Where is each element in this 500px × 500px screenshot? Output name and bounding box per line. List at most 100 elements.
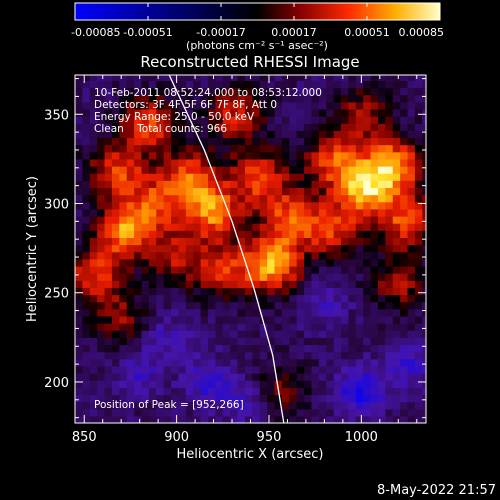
heatmap-cell — [304, 94, 313, 103]
heatmap-cell — [400, 75, 409, 81]
heatmap-cell — [363, 237, 372, 246]
heatmap-cell — [267, 408, 276, 417]
heatmap-cell — [89, 230, 98, 238]
heatmap-cell — [377, 287, 386, 296]
heatmap-cell — [326, 137, 335, 146]
heatmap-cell — [385, 287, 394, 296]
heatmap-cell — [111, 301, 120, 310]
heatmap-cell — [422, 208, 426, 217]
heatmap-cell — [341, 194, 350, 203]
heatmap-cell — [215, 287, 224, 296]
heatmap-cell — [126, 323, 135, 331]
heatmap-cell — [237, 315, 246, 324]
heatmap-cell — [89, 287, 98, 296]
heatmap-cell — [377, 187, 386, 196]
heatmap-cell — [414, 301, 423, 310]
heatmap-cell — [111, 130, 120, 139]
heatmap-cell — [126, 265, 135, 274]
heatmap-cell — [126, 373, 135, 381]
heatmap-cell — [414, 387, 423, 396]
heatmap-cell — [111, 151, 120, 160]
heatmap-cell — [348, 244, 357, 253]
heatmap-cell — [348, 337, 357, 346]
heatmap-cell — [274, 108, 283, 117]
heatmap-cell — [333, 387, 342, 396]
heatmap-cell — [304, 244, 313, 253]
heatmap-cell — [422, 244, 426, 253]
heatmap-cell — [148, 208, 157, 217]
heatmap-cell — [289, 358, 298, 367]
heatmap-cell — [414, 223, 423, 231]
heatmap-cell — [392, 208, 401, 217]
heatmap-cell — [326, 380, 335, 388]
heatmap-cell — [163, 144, 172, 153]
heatmap-cell — [377, 230, 386, 238]
heatmap-cell — [377, 194, 386, 203]
heatmap-cell — [267, 401, 276, 410]
heatmap-cell — [370, 265, 379, 274]
heatmap-cell — [178, 380, 187, 388]
heatmap-cell — [296, 380, 305, 388]
heatmap-cell — [111, 330, 120, 338]
heatmap-cell — [163, 415, 172, 423]
heatmap-cell — [75, 187, 83, 196]
heatmap-cell — [134, 244, 143, 253]
heatmap-cell — [326, 351, 335, 360]
heatmap-cell — [104, 401, 113, 410]
heatmap-cell — [82, 87, 91, 96]
heatmap-cell — [311, 94, 320, 103]
heatmap-cell — [178, 137, 187, 146]
heatmap-cell — [414, 251, 423, 260]
heatmap-cell — [163, 351, 172, 360]
heatmap-cell — [148, 180, 157, 189]
heatmap-cell — [126, 287, 135, 296]
heatmap-cell — [289, 230, 298, 238]
heatmap-cell — [141, 394, 150, 403]
heatmap-cell — [222, 137, 231, 146]
heatmap-cell — [326, 101, 335, 110]
heatmap-cell — [126, 244, 135, 253]
heatmap-cell — [318, 251, 327, 260]
heatmap-cell — [274, 130, 283, 139]
heatmap-cell — [341, 244, 350, 253]
heatmap-cell — [400, 208, 409, 217]
heatmap-cell — [104, 151, 113, 160]
heatmap-cell — [134, 280, 143, 288]
heatmap-cell — [141, 101, 150, 110]
heatmap-cell — [370, 408, 379, 417]
heatmap-cell — [134, 194, 143, 203]
heatmap-cell — [370, 294, 379, 303]
heatmap-cell — [82, 373, 91, 381]
heatmap-cell — [148, 116, 157, 124]
heatmap-cell — [193, 116, 202, 124]
heatmap-cell — [377, 75, 386, 81]
heatmap-cell — [230, 280, 239, 288]
heatmap-cell — [230, 337, 239, 346]
heatmap-cell — [392, 94, 401, 103]
heatmap-cell — [222, 351, 231, 360]
heatmap-cell — [311, 401, 320, 410]
heatmap-cell — [267, 323, 276, 331]
heatmap-cell — [326, 401, 335, 410]
heatmap-cell — [281, 101, 290, 110]
heatmap-cell — [178, 280, 187, 288]
heatmap-cell — [370, 223, 379, 231]
heatmap-cell — [363, 337, 372, 346]
heatmap-cell — [244, 273, 253, 281]
heatmap-cell — [348, 144, 357, 153]
heatmap-cell — [111, 344, 120, 353]
heatmap-cell — [185, 401, 194, 410]
heatmap-cell — [163, 237, 172, 246]
heatmap-cell — [156, 315, 165, 324]
heatmap-cell — [75, 144, 83, 153]
heatmap-cell — [89, 373, 98, 381]
heatmap-cell — [237, 123, 246, 131]
heatmap-cell — [134, 180, 143, 189]
heatmap-cell — [259, 208, 268, 217]
heatmap-cell — [414, 308, 423, 317]
heatmap-cell — [355, 308, 364, 317]
heatmap-cell — [267, 258, 276, 267]
heatmap-cell — [311, 230, 320, 238]
heatmap-cell — [422, 237, 426, 246]
heatmap-cell — [422, 230, 426, 238]
